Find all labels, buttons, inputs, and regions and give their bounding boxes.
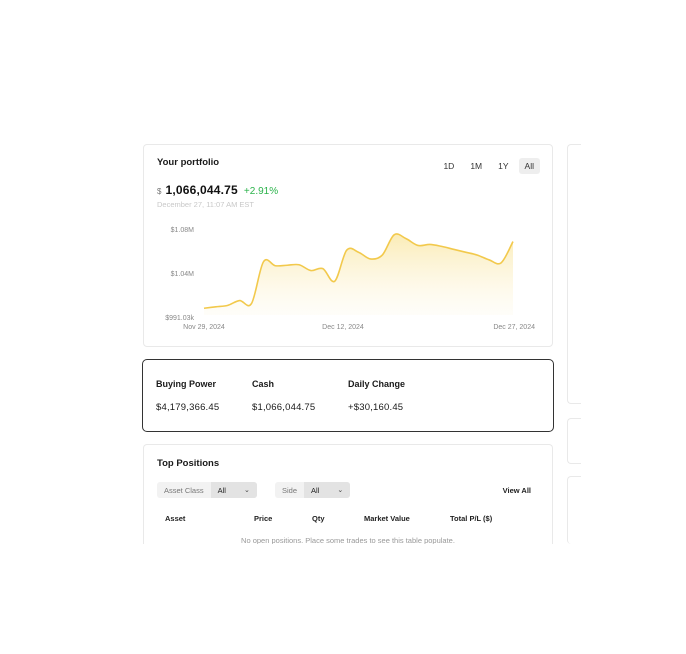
buying-power-stat: Buying Power $4,179,366.45	[156, 379, 219, 413]
portfolio-balance: $ 1,066,044.75 +2.91%	[157, 183, 278, 197]
asset-class-filter[interactable]: Asset Class All ⌄	[157, 482, 257, 498]
balance-value: 1,066,044.75	[165, 183, 238, 197]
y-tick-label: $1.08M	[171, 227, 195, 234]
portfolio-title: Your portfolio	[157, 157, 220, 168]
column-market-value[interactable]: Market Value	[364, 514, 410, 523]
chart-area-fill	[204, 233, 513, 315]
side-filter[interactable]: Side All ⌄	[275, 482, 351, 498]
daily-change-value: +$30,160.45	[348, 402, 404, 413]
view-all-link[interactable]: View All	[502, 486, 531, 495]
currency-symbol: $	[157, 187, 162, 196]
account-stats-card: Buying Power $4,179,366.45 Cash $1,066,0…	[142, 359, 554, 432]
portfolio-card: Your portfolio 1D 1M 1Y All $ 1,066,044.…	[143, 144, 553, 347]
range-tabs: 1D 1M 1Y All	[437, 158, 540, 174]
cash-value: $1,066,044.75	[252, 402, 316, 413]
y-tick-label: $1.04M	[171, 271, 195, 278]
positions-title: Top Positions	[157, 458, 220, 469]
asset-class-label: Asset Class	[164, 485, 204, 495]
cash-stat: Cash $1,066,044.75	[252, 379, 315, 413]
column-total-pl[interactable]: Total P/L ($)	[450, 514, 493, 523]
buying-power-label: Buying Power	[156, 379, 217, 389]
side-select[interactable]: All ⌄	[304, 482, 351, 498]
portfolio-chart[interactable]: $1.08M $1.04M $991.03k Nov 29, 2024 Dec 12,…	[144, 215, 554, 335]
range-tab-1y[interactable]: 1Y	[498, 161, 509, 171]
range-tab-1m[interactable]: 1M	[470, 161, 483, 171]
asset-class-value: All	[217, 485, 226, 495]
y-tick-label: $991.03k	[165, 315, 194, 322]
range-tab-all[interactable]: All	[518, 158, 540, 174]
balance-change: +2.91%	[243, 186, 279, 197]
x-tick-label: Dec 12, 2024	[322, 324, 364, 331]
empty-table-message: No open positions. Place some trades to …	[241, 536, 455, 544]
right-panel-edge	[567, 418, 581, 464]
x-tick-label: Nov 29, 2024	[183, 324, 225, 331]
side-label: Side	[282, 485, 298, 495]
cash-label: Cash	[252, 379, 275, 389]
range-tab-1d[interactable]: 1D	[443, 161, 455, 171]
right-panel-edge	[567, 476, 581, 544]
chevron-down-icon: ⌄	[243, 487, 250, 494]
right-panel-edge	[567, 144, 581, 404]
daily-change-label: Daily Change	[348, 379, 406, 389]
balance-timestamp: December 27, 11:07 AM EST	[157, 200, 254, 209]
buying-power-value: $4,179,366.45	[156, 402, 220, 413]
chart-series-line	[203, 233, 514, 310]
column-asset[interactable]: Asset	[165, 514, 186, 523]
column-qty[interactable]: Qty	[312, 514, 325, 523]
chevron-down-icon: ⌄	[337, 487, 344, 494]
column-price[interactable]: Price	[254, 514, 273, 523]
side-value: All	[311, 485, 320, 495]
daily-change-stat: Daily Change +$30,160.45	[348, 379, 405, 413]
x-tick-label: Dec 27, 2024	[493, 324, 535, 331]
asset-class-select[interactable]: All ⌄	[210, 482, 257, 498]
top-positions-card: Top Positions Asset Class All ⌄ Side All…	[143, 444, 553, 544]
